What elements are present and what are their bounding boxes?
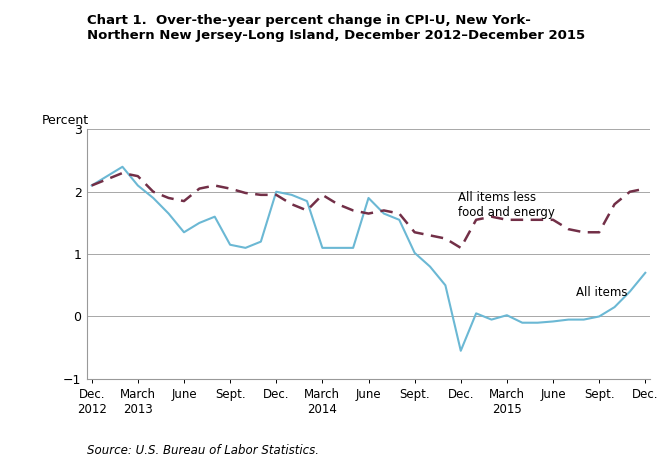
Text: Percent: Percent — [42, 114, 89, 127]
Text: All items less
food and energy: All items less food and energy — [458, 191, 555, 219]
Text: All items: All items — [576, 286, 628, 299]
Text: Chart 1.  Over-the-year percent change in CPI-U, New York-
Northern New Jersey-L: Chart 1. Over-the-year percent change in… — [87, 14, 585, 42]
Text: Source: U.S. Bureau of Labor Statistics.: Source: U.S. Bureau of Labor Statistics. — [87, 444, 319, 457]
